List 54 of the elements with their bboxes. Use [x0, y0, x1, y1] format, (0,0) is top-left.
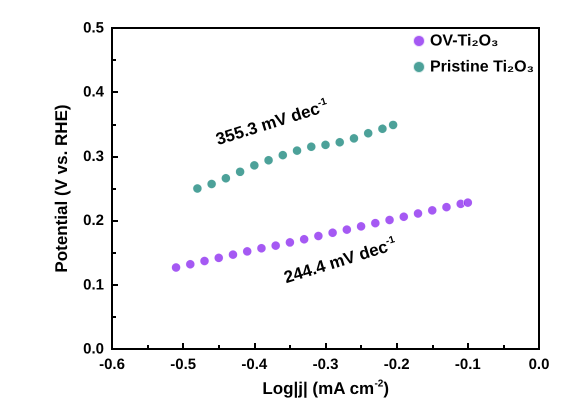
- point: [192, 184, 202, 194]
- point: [398, 212, 409, 222]
- y-tick-label: 0.4: [83, 84, 105, 101]
- y-tick-label: 0.1: [83, 276, 104, 294]
- legend-label: Pristine Ti₂O₃: [430, 58, 534, 76]
- point: [242, 246, 252, 256]
- point: [356, 222, 366, 232]
- annotation: 355.3 mV dec-1: [214, 96, 329, 149]
- point: [256, 243, 266, 254]
- point: [306, 142, 316, 152]
- x-tick-label: -0.5: [170, 356, 196, 373]
- annotation: 244.4 mV dec-1: [282, 234, 397, 288]
- point: [185, 259, 196, 270]
- y-tick-label: 0.0: [83, 340, 104, 358]
- point: [349, 134, 359, 144]
- y-tick-label: 0.2: [83, 212, 104, 230]
- point: [235, 167, 245, 177]
- point: [299, 234, 309, 244]
- point: [171, 262, 181, 272]
- point: [221, 173, 231, 184]
- point: [370, 218, 380, 228]
- point: [200, 256, 210, 266]
- point: [206, 179, 216, 189]
- point: [250, 160, 260, 170]
- x-tick-label: -0.1: [454, 356, 481, 373]
- point: [214, 253, 224, 263]
- point: [334, 137, 345, 148]
- x-tick-label: 0.0: [528, 356, 550, 373]
- point: [278, 150, 288, 160]
- x-tick-label: -0.2: [384, 356, 410, 373]
- point: [363, 128, 373, 138]
- point: [270, 240, 280, 250]
- legend-label: OV-Ti₂O₃: [430, 32, 498, 50]
- y-tick-label: 0.5: [83, 20, 104, 36]
- y-tick-label: 0.3: [83, 148, 104, 165]
- x-tick-label: -0.3: [312, 356, 338, 373]
- x-tick-label: -0.6: [99, 356, 125, 373]
- point: [384, 215, 394, 225]
- point: [427, 206, 438, 216]
- point: [442, 202, 452, 212]
- point: [342, 224, 352, 234]
- point: [320, 140, 330, 150]
- y-axis-title: Potential (V vs. RHE): [52, 104, 71, 273]
- point: [285, 238, 295, 248]
- x-tick-label: -0.4: [241, 356, 268, 373]
- point: [314, 231, 324, 241]
- point: [228, 250, 238, 260]
- point: [388, 120, 398, 130]
- point: [413, 208, 423, 218]
- point: [378, 124, 388, 134]
- point: [463, 198, 473, 208]
- point: [292, 146, 302, 156]
- point: [264, 155, 274, 166]
- point: [328, 228, 338, 238]
